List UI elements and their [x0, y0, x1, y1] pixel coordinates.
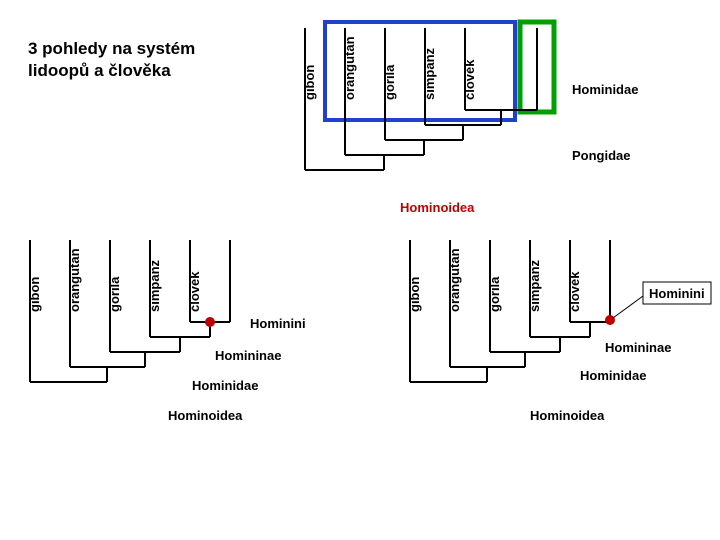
cap-top-pongidae: Pongidae	[572, 148, 631, 163]
tip-left-0: gibon	[27, 277, 42, 312]
page-title: 3 pohledy na systém lidoopů a člověka	[28, 38, 195, 82]
tip-left-3: šimpanz	[147, 260, 162, 312]
title-line1: 3 pohledy na systém	[28, 39, 195, 58]
cap-right-hominidae: Hominidae	[580, 368, 646, 383]
tree-right: Hominini	[395, 222, 720, 412]
tip-top-3: šimpanz	[422, 48, 437, 100]
cap-right-hominoidea: Hominoidea	[530, 408, 604, 423]
cap-left-homininae: Homininae	[215, 348, 281, 363]
tip-left-2: gorila	[107, 277, 122, 312]
tip-right-0: gibon	[407, 277, 422, 312]
cap-left-hominini: Hominini	[250, 316, 306, 331]
tip-left-4: člověk	[187, 272, 202, 312]
cap-left-hominidae: Hominidae	[192, 378, 258, 393]
node-right-hominini	[605, 315, 615, 325]
tip-right-1: orangutan	[447, 248, 462, 312]
tip-top-1: orangutan	[342, 36, 357, 100]
tip-right-4: člověk	[567, 272, 582, 312]
cap-top-hominidae: Hominidae	[572, 82, 638, 97]
hominini-callout-text: Hominini	[649, 286, 705, 301]
tip-right-2: gorila	[487, 277, 502, 312]
tip-left-1: orangutan	[67, 248, 82, 312]
node-left-hominini	[205, 317, 215, 327]
cap-left-hominoidea: Hominoidea	[168, 408, 242, 423]
title-line2: lidoopů a člověka	[28, 61, 171, 80]
cap-hominoidea-mid: Hominoidea	[400, 200, 474, 215]
tip-right-3: šimpanz	[527, 260, 542, 312]
tip-top-2: gorila	[382, 65, 397, 100]
tip-top-4: člověk	[462, 60, 477, 100]
cap-right-homininae: Homininae	[605, 340, 671, 355]
tip-top-0: gibon	[302, 65, 317, 100]
